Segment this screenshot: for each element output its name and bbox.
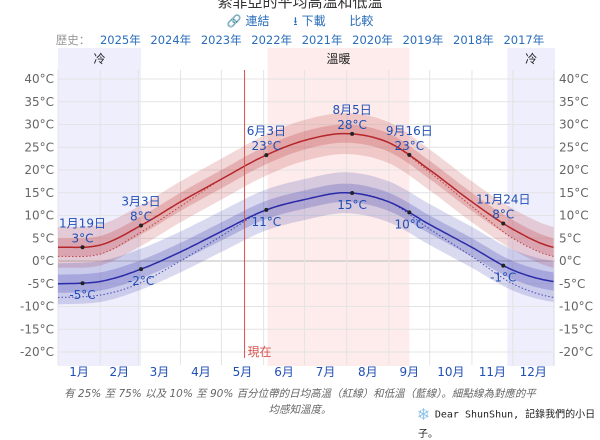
y-tick-label-left: -10°C xyxy=(20,300,54,314)
y-tick-label-right: -10°C xyxy=(559,300,593,314)
annotation-high: 3°C xyxy=(72,231,94,245)
annotation-high: 8°C xyxy=(492,207,514,221)
signature-text: Dear ShunShun, 記錄我們的小日子。 xyxy=(418,410,595,440)
y-tick-label-left: 15°C xyxy=(24,186,54,200)
x-tick-label: 5月 xyxy=(233,365,253,379)
annotation-low: -1°C xyxy=(490,271,516,285)
high-point xyxy=(350,132,354,136)
season-label: 冷 xyxy=(525,52,537,66)
x-tick-label: 9月 xyxy=(399,365,419,379)
high-point xyxy=(139,223,143,227)
low-point xyxy=(264,208,268,212)
high-point xyxy=(81,245,85,249)
annotation-date: 11月24日 xyxy=(476,192,531,206)
season-label: 冷 xyxy=(94,52,106,66)
annotation-low: 15°C xyxy=(337,198,367,212)
low-point xyxy=(501,264,505,268)
y-tick-label-left: 35°C xyxy=(24,95,54,109)
low-point xyxy=(407,210,411,214)
annotation-low: 11°C xyxy=(252,215,282,229)
y-tick-label-left: 40°C xyxy=(24,72,54,86)
annotation-low: -2°C xyxy=(128,274,154,288)
annotation-date: 1月19日 xyxy=(59,216,106,230)
x-tick-label: 11月 xyxy=(479,365,506,379)
y-tick-label-left: 30°C xyxy=(24,118,54,132)
y-tick-label-left: -20°C xyxy=(20,345,54,359)
y-tick-label-left: 25°C xyxy=(24,140,54,154)
high-point xyxy=(501,221,505,225)
y-tick-label-right: 40°C xyxy=(559,72,589,86)
annotation-high: 23°C xyxy=(394,139,424,153)
x-tick-label: 7月 xyxy=(316,365,336,379)
y-tick-label-right: 20°C xyxy=(559,163,589,177)
y-tick-label-right: -15°C xyxy=(559,322,593,336)
low-point xyxy=(350,191,354,195)
y-tick-label-left: -5°C xyxy=(28,277,54,291)
annotation-date: 9月16日 xyxy=(386,124,433,138)
low-point xyxy=(81,281,85,285)
y-tick-label-left: -15°C xyxy=(20,322,54,336)
y-tick-label-left: 10°C xyxy=(24,209,54,223)
high-point xyxy=(264,153,268,157)
y-tick-label-left: 0°C xyxy=(32,254,54,268)
y-tick-label-right: -20°C xyxy=(559,345,593,359)
now-label: 現在 xyxy=(248,345,272,359)
x-tick-label: 12月 xyxy=(520,365,547,379)
y-tick-label-right: -5°C xyxy=(559,277,585,291)
low-point xyxy=(139,267,143,271)
x-tick-label: 10月 xyxy=(437,365,464,379)
annotation-date: 3月3日 xyxy=(121,194,160,208)
annotation-date: 8月5日 xyxy=(332,103,371,117)
y-tick-label-right: 15°C xyxy=(559,186,589,200)
y-tick-label-right: 35°C xyxy=(559,95,589,109)
annotation-low: -5°C xyxy=(69,288,95,302)
x-tick-label: 4月 xyxy=(191,365,211,379)
annotation-date: 6月3日 xyxy=(247,124,286,138)
season-label: 溫暖 xyxy=(326,52,350,66)
signature: ❄ Dear ShunShun, 記錄我們的小日子。 xyxy=(418,404,600,440)
y-tick-label-right: 5°C xyxy=(559,231,581,245)
x-tick-label: 8月 xyxy=(358,365,378,379)
y-tick-label-right: 10°C xyxy=(559,209,589,223)
temperature-chart: 冷 溫暖 冷 40°C 40°C 35°C 35°C 30°C 30°C 25°C 25°C 20°C… xyxy=(0,0,600,428)
y-tick-label-right: 0°C xyxy=(559,254,581,268)
annotation-high: 8°C xyxy=(130,209,152,223)
y-tick-label-right: 30°C xyxy=(559,118,589,132)
annotation-high: 28°C xyxy=(337,118,367,132)
x-tick-label: 1月 xyxy=(69,365,89,379)
high-point xyxy=(407,153,411,157)
x-tick-label: 2月 xyxy=(109,365,129,379)
x-tick-label: 6月 xyxy=(274,365,294,379)
x-tick-label: 3月 xyxy=(150,365,170,379)
y-tick-label-left: 5°C xyxy=(32,231,54,245)
annotation-high: 23°C xyxy=(252,139,282,153)
y-tick-label-left: 20°C xyxy=(24,163,54,177)
season-band xyxy=(507,48,555,366)
y-tick-label-right: 25°C xyxy=(559,140,589,154)
snowflake-icon: ❄ xyxy=(418,404,429,425)
annotation-low: 10°C xyxy=(394,217,424,231)
